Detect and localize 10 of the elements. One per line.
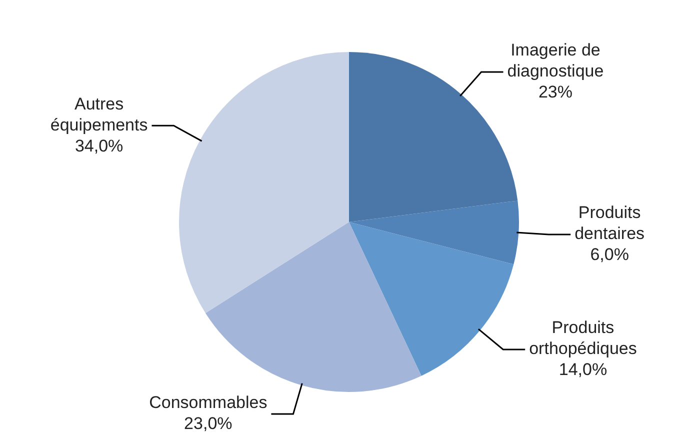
data-label: 14,0% xyxy=(558,360,608,380)
slice-label: Imagerie de diagnostique xyxy=(507,40,604,81)
slice-label: Autres équipements xyxy=(50,94,148,134)
slice-label: Produits dentaires xyxy=(574,203,645,244)
slice-label: Consommables xyxy=(149,393,268,412)
data-label: 23,0% xyxy=(184,414,232,434)
data-label: 23% xyxy=(538,82,572,102)
data-label: 34,0% xyxy=(74,136,124,156)
slice-label: Produits orthopédiques xyxy=(529,318,637,358)
data-label: 6,0% xyxy=(590,245,629,264)
